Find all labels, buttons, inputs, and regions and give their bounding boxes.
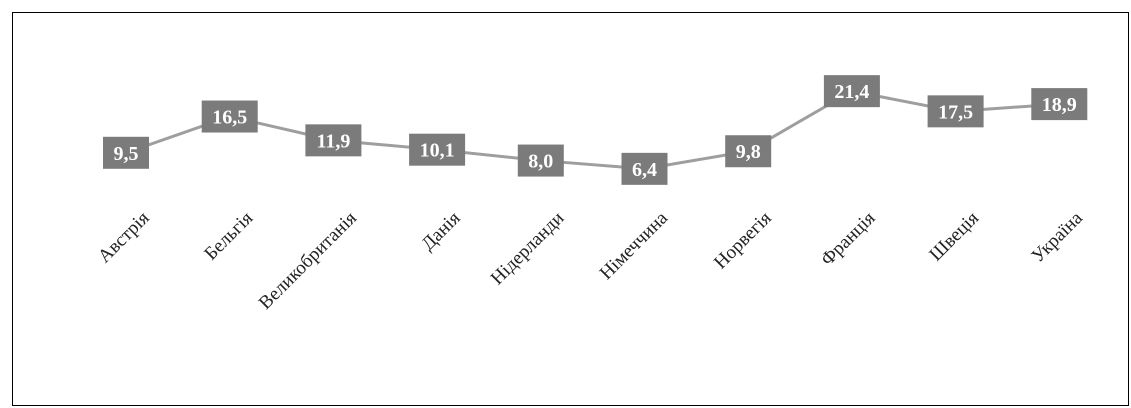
data-label-box [621,152,668,185]
line-chart: 9,5 16,5 11,9 10,1 8,0 6,4 9,8 21,4 17,5 18,9 Авст… [94,75,1088,314]
data-point: 9,5 [103,136,149,169]
x-tick-label: Німеччина [596,207,673,284]
data-label-box [305,124,362,157]
data-point: 9,8 [725,135,772,168]
data-point: 17,5 [927,95,984,128]
data-label-box [823,75,880,108]
data-label: 11,9 [316,130,350,152]
x-tick-label: Австрія [94,208,154,268]
data-label-box [103,136,149,169]
data-point: 21,4 [823,75,880,108]
x-tick-label: Данія [418,208,465,255]
data-label-box [201,100,258,133]
data-label: 6,4 [632,159,657,181]
data-label-box [409,133,466,166]
data-label: 9,8 [736,141,761,163]
data-point: 11,9 [305,124,362,157]
data-point: 6,4 [621,152,668,185]
data-label-box [725,135,772,168]
data-point: 18,9 [1031,88,1088,121]
data-label: 21,4 [834,81,869,103]
data-point: 8,0 [517,144,564,177]
x-tick-label: Великобританія [255,208,361,314]
chart-frame: 9,5 16,5 11,9 10,1 8,0 6,4 9,8 21,4 17,5 18,9 Авст… [12,12,1129,406]
series-line [125,89,1060,171]
data-label: 17,5 [938,101,973,123]
data-point: 16,5 [201,100,258,133]
data-label-box [927,95,984,128]
data-label: 18,9 [1042,94,1077,116]
data-label-box [517,144,564,177]
x-tick-label: Нідерланди [487,208,569,290]
data-label: 9,5 [114,143,139,165]
data-label-box [1031,88,1088,121]
data-point: 10,1 [409,133,466,166]
data-label: 8,0 [528,151,553,173]
data-label: 10,1 [420,140,455,162]
x-tick-label: Україна [1028,207,1088,267]
x-tick-label: Норвегія [710,208,776,274]
data-label: 16,5 [212,107,247,129]
x-tick-label: Франція [817,208,880,271]
x-tick-label: Швеція [925,208,983,266]
x-tick-label: Бельгія [200,208,257,265]
